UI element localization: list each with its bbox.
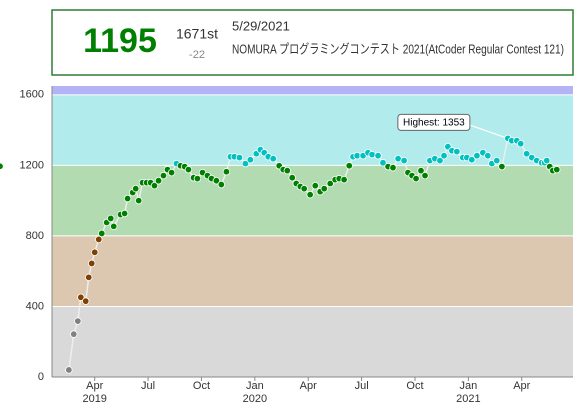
rating-point bbox=[374, 151, 382, 160]
rating-point bbox=[543, 156, 551, 165]
annotation-pointer bbox=[467, 123, 509, 139]
rating-point bbox=[193, 174, 202, 183]
rating-point bbox=[379, 159, 387, 167]
rating-point bbox=[120, 209, 129, 218]
x-tick-label: Jan bbox=[459, 380, 477, 392]
rating-point bbox=[288, 174, 296, 182]
rank: 1671st bbox=[176, 26, 218, 42]
rating-point bbox=[269, 154, 277, 163]
x-tick-label: Apr bbox=[300, 380, 317, 392]
x-tick-label: Jul bbox=[355, 380, 369, 392]
rating-band bbox=[52, 86, 573, 95]
rating-point bbox=[82, 297, 90, 305]
x-tick-label: Oct bbox=[406, 380, 423, 392]
x-tick-label: Apr bbox=[86, 380, 103, 392]
rating-point bbox=[417, 166, 425, 175]
rating-point bbox=[473, 151, 481, 160]
x-tick-label: Oct bbox=[193, 380, 210, 392]
rating-point bbox=[88, 259, 96, 268]
rating-point bbox=[468, 156, 476, 164]
y-tick-label: 1600 bbox=[20, 89, 44, 101]
rating-band bbox=[52, 235, 573, 307]
rating-point bbox=[217, 180, 226, 189]
rating-point bbox=[222, 168, 231, 176]
rating-point bbox=[77, 293, 85, 301]
y-tick-label: 0 bbox=[38, 371, 44, 383]
rating-point bbox=[436, 156, 444, 165]
rating-point bbox=[421, 171, 429, 180]
rating-point bbox=[340, 175, 348, 184]
rating-point bbox=[389, 163, 397, 172]
rating-point bbox=[453, 147, 461, 156]
rating-point bbox=[440, 151, 448, 160]
rating-point bbox=[516, 139, 525, 148]
x-tick-label: Jul bbox=[141, 380, 155, 392]
rating-point bbox=[235, 153, 244, 162]
rating-band bbox=[52, 306, 573, 377]
annotation: Highest: 1353 bbox=[403, 118, 465, 129]
rating-point bbox=[306, 190, 314, 199]
rating-point bbox=[241, 159, 250, 168]
rating-point bbox=[326, 179, 334, 188]
rating-point bbox=[150, 181, 159, 190]
rating-point bbox=[159, 171, 168, 180]
rating-point bbox=[184, 165, 193, 174]
rating-point bbox=[212, 177, 221, 185]
contest-date: 5/29/2021 bbox=[232, 18, 290, 33]
rating-point bbox=[320, 184, 328, 193]
rating-point bbox=[91, 248, 99, 257]
rating-point bbox=[132, 184, 140, 193]
rating-point bbox=[283, 166, 292, 175]
rating-point bbox=[134, 196, 143, 205]
rating-point bbox=[107, 214, 115, 223]
annotation-box bbox=[397, 113, 471, 131]
rating-point bbox=[484, 151, 492, 160]
rating-point bbox=[246, 156, 255, 164]
y-tick-label: 400 bbox=[26, 300, 44, 312]
header-box bbox=[51, 9, 574, 76]
rating-point bbox=[0, 162, 4, 170]
rating-point bbox=[74, 317, 82, 325]
rating-point bbox=[154, 177, 163, 185]
rating: 1195 bbox=[83, 22, 157, 60]
year-label: 2020 bbox=[243, 393, 267, 405]
rating-diff: -22 bbox=[189, 49, 205, 61]
rating-point bbox=[85, 273, 93, 282]
rating-point bbox=[167, 168, 176, 177]
rating-point bbox=[493, 156, 501, 165]
y-tick-label: 800 bbox=[26, 230, 44, 242]
year-label: 2021 bbox=[456, 393, 480, 405]
rating-point bbox=[498, 162, 506, 171]
rating-point bbox=[95, 235, 103, 244]
rating-point bbox=[400, 156, 408, 165]
rating-point bbox=[553, 165, 561, 174]
rating-point bbox=[123, 194, 132, 203]
rating-point bbox=[300, 184, 308, 193]
rating-point bbox=[368, 150, 376, 159]
rating-point bbox=[412, 174, 420, 183]
rating-point bbox=[522, 150, 531, 158]
rating-point bbox=[65, 366, 73, 374]
year-label: 2019 bbox=[82, 393, 106, 405]
contest-name: NOMURA プログラミングコンテスト 2021(AtCoder Regular… bbox=[232, 41, 564, 56]
rating-point bbox=[98, 229, 106, 238]
rating-point bbox=[311, 181, 319, 190]
rating-point bbox=[110, 222, 118, 231]
x-tick-label: Jan bbox=[246, 380, 264, 392]
rating-band bbox=[52, 94, 573, 166]
y-tick-label: 1200 bbox=[20, 159, 44, 171]
x-tick-label: Apr bbox=[513, 380, 530, 392]
rating-point bbox=[345, 162, 353, 170]
rating-point bbox=[70, 330, 78, 338]
